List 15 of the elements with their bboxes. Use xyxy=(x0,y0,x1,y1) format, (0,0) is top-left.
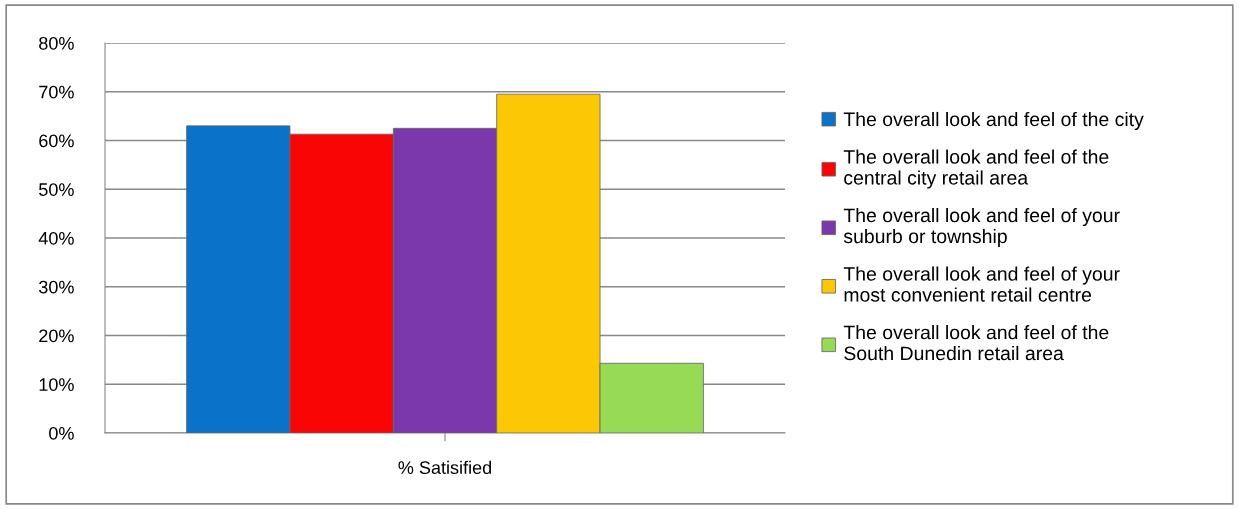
y-tick-label: 0% xyxy=(49,426,74,440)
y-tick-label: 10% xyxy=(39,378,74,391)
legend-label: The overall look and feel of your most convenient retail centre xyxy=(843,266,1120,302)
legend-label: The overall look and feel of the city xyxy=(843,111,1144,131)
y-tick-label: 40% xyxy=(38,231,74,245)
y-tick-label: 20% xyxy=(39,329,74,343)
y-tick-label: 80% xyxy=(39,36,74,50)
x-tick-label: % Satisified xyxy=(398,460,491,475)
y-tick-label: 70% xyxy=(39,85,74,99)
y-tick-label: 30% xyxy=(39,280,74,294)
y-tick-label: 60% xyxy=(39,134,74,148)
legend-label: The overall look and feel of the South Dunedin retail area xyxy=(843,325,1109,361)
legend-label: The overall look and feel of your suburb or township xyxy=(843,207,1120,248)
y-tick-label: 50% xyxy=(39,183,74,196)
legend-label: The overall look and feel of the central city retail area xyxy=(843,149,1109,189)
